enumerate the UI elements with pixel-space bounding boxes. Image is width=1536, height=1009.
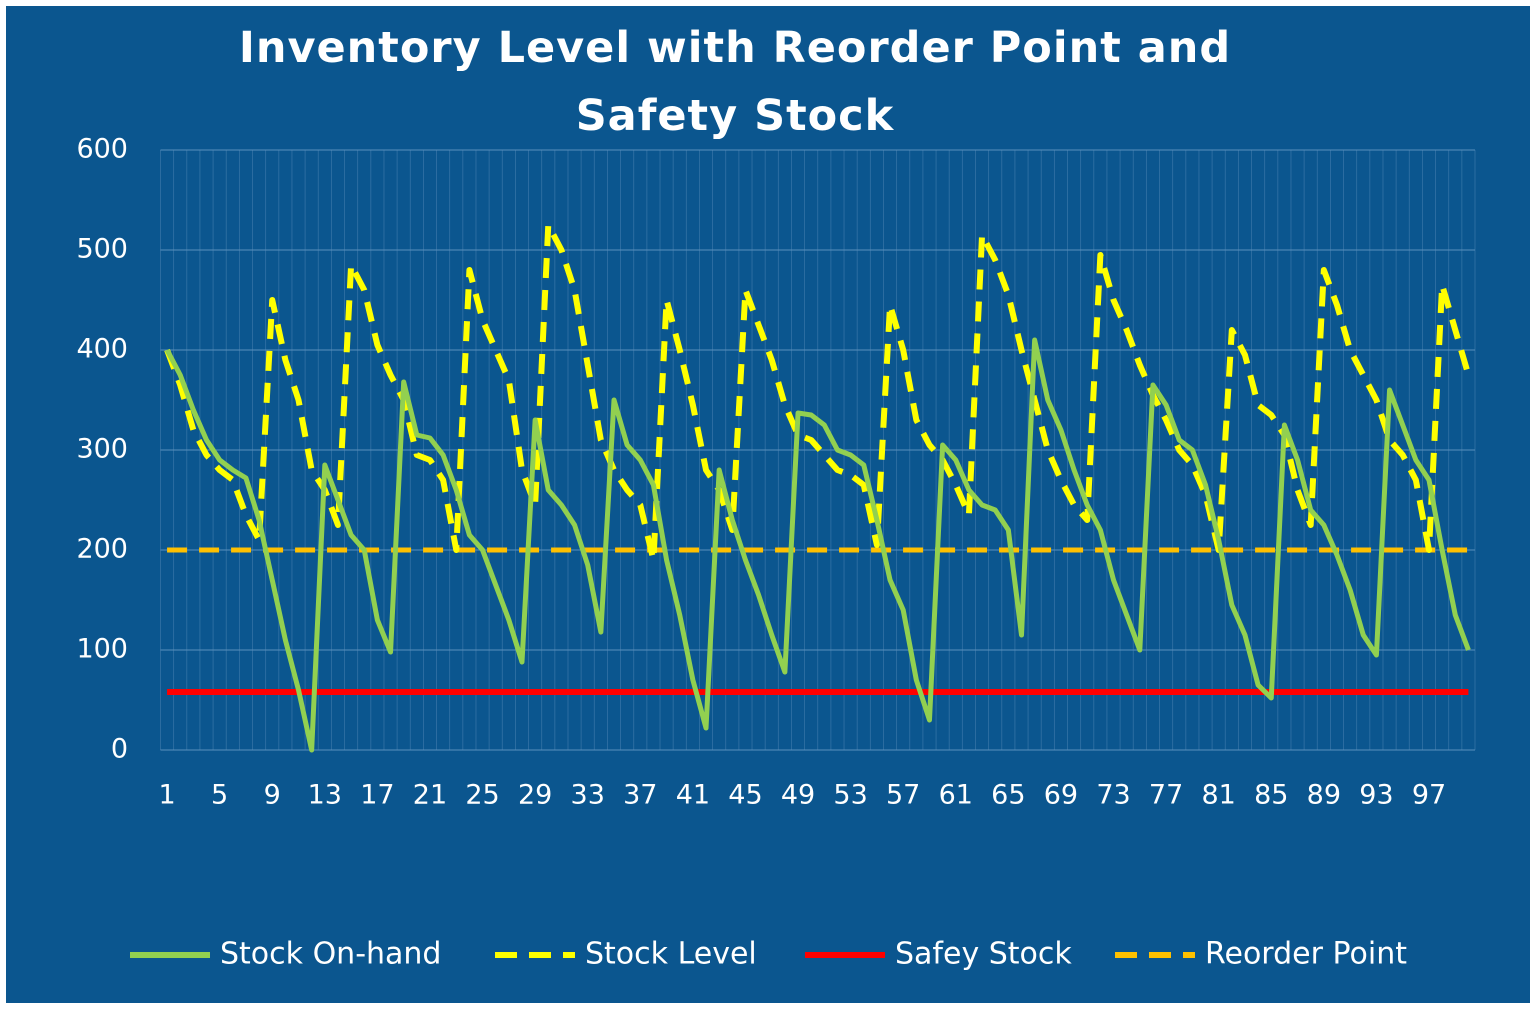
- x-tick-label: 45: [728, 780, 762, 811]
- legend-label: Stock On-hand: [220, 937, 441, 972]
- x-tick-label: 73: [1096, 780, 1130, 811]
- x-tick-label: 69: [1044, 780, 1078, 811]
- y-tick-label: 300: [76, 434, 128, 465]
- x-tick-label: 9: [264, 780, 281, 811]
- x-tick-label: 5: [211, 780, 228, 811]
- legend-label: Safey Stock: [895, 937, 1072, 972]
- x-tick-label: 33: [571, 780, 605, 811]
- x-tick-label: 21: [413, 780, 447, 811]
- x-tick-label: 25: [465, 780, 499, 811]
- x-tick-label: 1: [158, 780, 175, 811]
- legend-label: Stock Level: [585, 937, 757, 972]
- series-line: [164, 337, 1471, 753]
- x-tick-label: 17: [360, 780, 394, 811]
- legend-label: Reorder Point: [1205, 937, 1407, 972]
- y-tick-label: 200: [76, 534, 128, 565]
- x-tick-label: 89: [1307, 780, 1341, 811]
- x-tick-label: 85: [1254, 780, 1288, 811]
- x-tick-label: 41: [676, 780, 710, 811]
- x-tick-label: 49: [781, 780, 815, 811]
- x-tick-label: 37: [623, 780, 657, 811]
- x-tick-label: 81: [1201, 780, 1235, 811]
- y-tick-label: 0: [111, 734, 128, 765]
- y-tick-label: 100: [76, 634, 128, 665]
- chart-background: [6, 6, 1530, 1003]
- y-tick-label: 400: [76, 334, 128, 365]
- x-tick-label: 65: [991, 780, 1025, 811]
- y-tick-label: 500: [76, 234, 128, 265]
- x-tick-label: 97: [1412, 780, 1446, 811]
- x-tick-label: 77: [1149, 780, 1183, 811]
- x-tick-label: 93: [1359, 780, 1393, 811]
- x-tick-label: 13: [308, 780, 342, 811]
- series-line: [164, 222, 1472, 563]
- y-tick-label: 600: [76, 134, 128, 165]
- chart-title: Inventory Level with Reorder Point and S…: [238, 23, 1232, 141]
- x-tick-label: 61: [939, 780, 973, 811]
- x-tick-label: 29: [518, 780, 552, 811]
- x-tick-label: 53: [833, 780, 867, 811]
- x-tick-label: 57: [886, 780, 920, 811]
